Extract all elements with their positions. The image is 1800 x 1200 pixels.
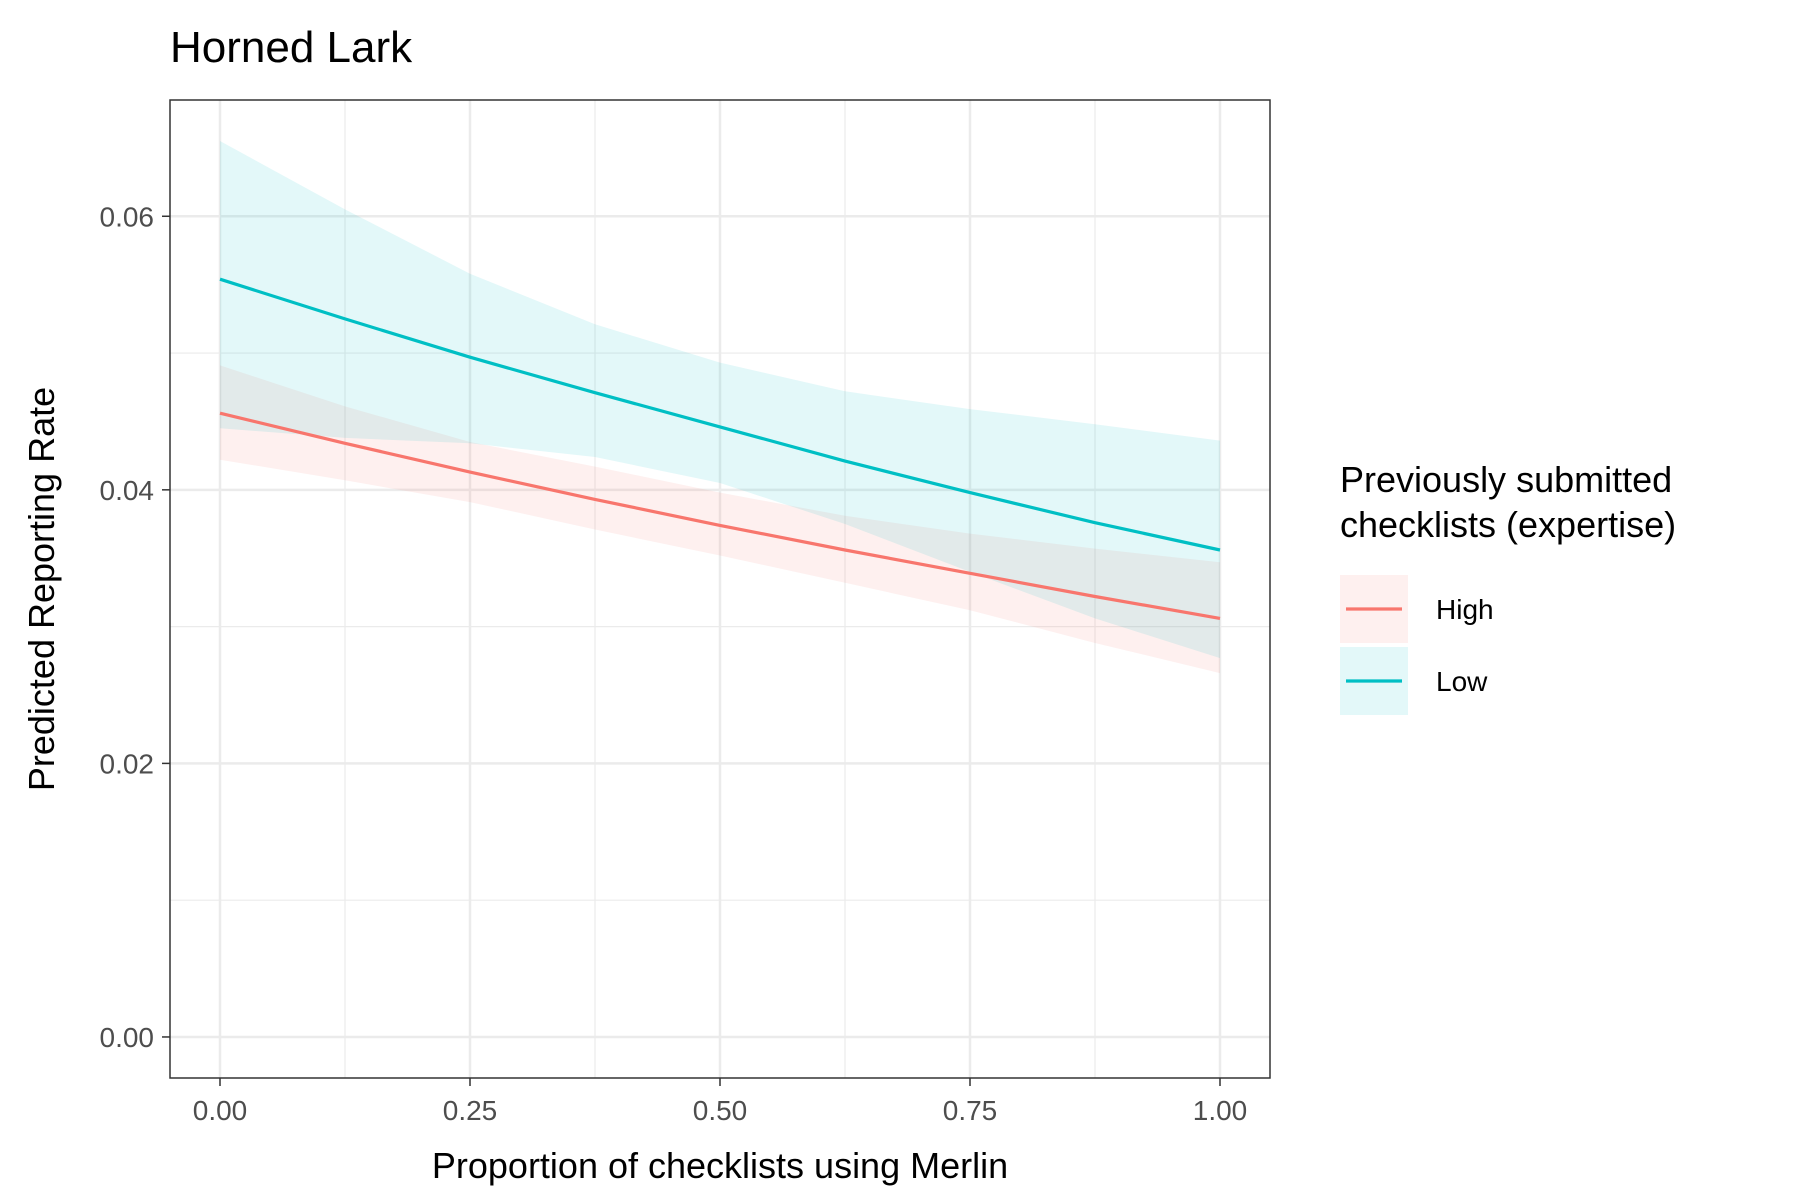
- series-line-high: [219, 411, 1221, 620]
- x-axis: 0.00 0.25 0.50 0.75 1.00: [193, 1078, 1248, 1126]
- y-tick-label: 0.04: [100, 475, 155, 506]
- ribbon-low: [220, 141, 1220, 659]
- x-tick-label: 0.50: [693, 1095, 748, 1126]
- x-tick-label: 0.75: [943, 1095, 998, 1126]
- series-lines: [219, 277, 1221, 620]
- chart-title: Horned Lark: [170, 23, 413, 72]
- x-tick-label: 1.00: [1193, 1095, 1248, 1126]
- y-axis: 0.00 0.02 0.04 0.06: [100, 201, 170, 1053]
- x-tick-label: 0.25: [443, 1095, 498, 1126]
- legend-title: checklists (expertise): [1340, 504, 1676, 545]
- y-axis-title: Predicted Reporting Rate: [21, 387, 62, 791]
- y-tick-label: 0.06: [100, 201, 155, 232]
- y-tick-label: 0.00: [100, 1022, 155, 1053]
- legend-title: Previously submitted: [1340, 459, 1672, 500]
- series-line-low: [219, 277, 1221, 552]
- legend-label-high: High: [1436, 594, 1494, 625]
- confidence-ribbons: [220, 141, 1220, 674]
- y-tick-label: 0.02: [100, 748, 155, 779]
- ribbon-high: [220, 365, 1220, 674]
- grid-major: [170, 100, 1270, 1078]
- x-tick-label: 0.00: [193, 1095, 248, 1126]
- legend-label-low: Low: [1436, 666, 1488, 697]
- x-axis-title: Proportion of checklists using Merlin: [432, 1145, 1008, 1186]
